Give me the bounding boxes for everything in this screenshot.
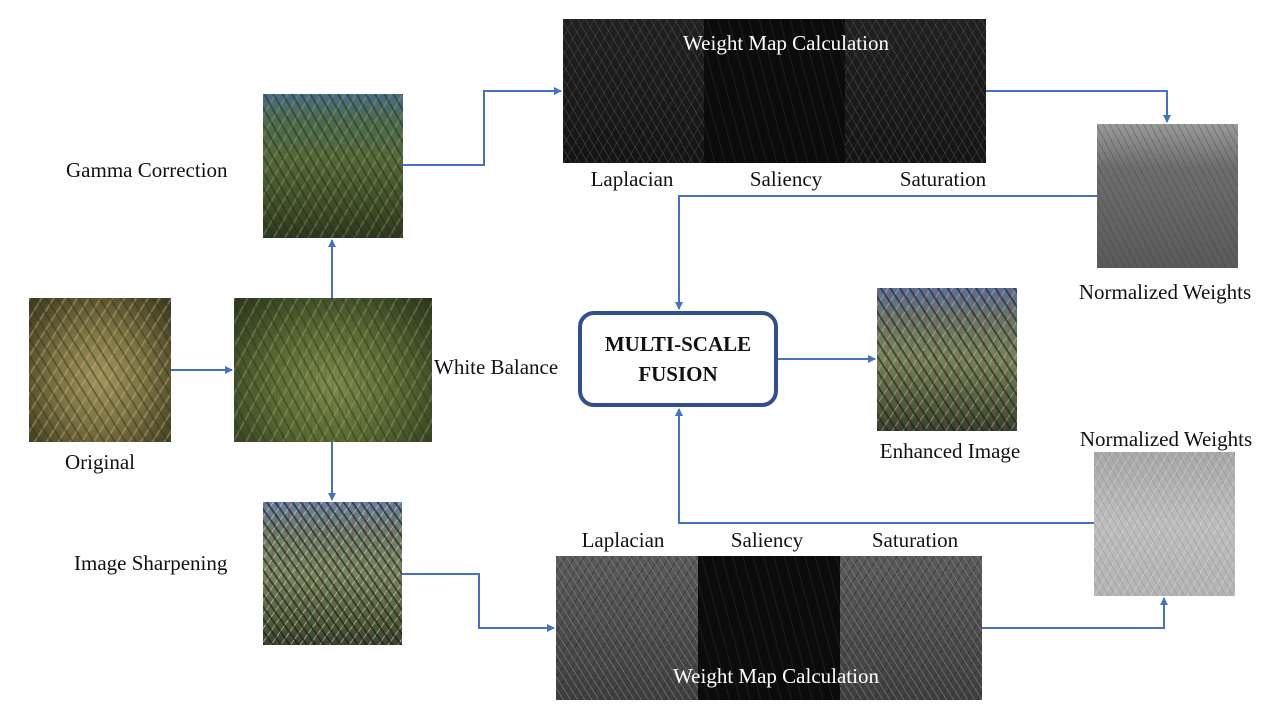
enhanced-image <box>877 288 1017 431</box>
bottom-laplacian-label: Laplacian <box>581 528 665 552</box>
bottom-normalized-weights-image <box>1094 452 1235 596</box>
top-saturation-map <box>845 19 986 163</box>
top-laplacian-label: Laplacian <box>590 167 674 191</box>
arrow-top-maps-to-normalized <box>986 90 1171 123</box>
original-label: Original <box>65 450 135 474</box>
bottom-saturation-label: Saturation <box>871 528 959 552</box>
top-saliency-label: Saliency <box>749 167 823 191</box>
top-weight-map-title: Weight Map Calculation <box>683 31 889 55</box>
top-normalized-weights-label: Normalized Weights <box>1078 280 1252 304</box>
top-saliency-map <box>704 19 845 163</box>
bottom-laplacian-map <box>556 556 698 700</box>
arrow-bottom-normalized-to-fusion <box>675 408 1094 524</box>
top-laplacian-map <box>563 19 704 163</box>
multi-scale-fusion-box: MULTI-SCALE FUSION <box>578 311 778 407</box>
arrow-bottom-maps-to-normalized <box>982 597 1168 629</box>
top-normalized-weights-image <box>1097 124 1238 268</box>
image-sharpening-image <box>263 502 402 645</box>
white-balance-image <box>234 298 432 442</box>
bottom-weight-map-title: Weight Map Calculation <box>673 664 879 688</box>
arrow-sharpening-to-bottom-maps <box>402 573 555 632</box>
bottom-normalized-weights-label: Normalized Weights <box>1079 427 1253 451</box>
bottom-saliency-label: Saliency <box>730 528 804 552</box>
white-balance-label: White Balance <box>434 355 559 379</box>
gamma-correction-label: Gamma Correction <box>66 158 228 182</box>
gamma-correction-image <box>263 94 403 238</box>
bottom-saliency-map <box>698 556 840 700</box>
original-image <box>29 298 171 442</box>
arrow-top-normalized-to-fusion <box>675 195 1097 310</box>
top-saturation-label: Saturation <box>899 167 987 191</box>
arrow-gamma-to-top-maps <box>403 87 562 166</box>
bottom-saturation-map <box>840 556 982 700</box>
enhanced-image-label: Enhanced Image <box>879 439 1021 463</box>
image-sharpening-label: Image Sharpening <box>74 551 228 575</box>
fusion-label-line1: MULTI-SCALE <box>604 332 752 356</box>
fusion-label-line2: FUSION <box>638 362 718 386</box>
